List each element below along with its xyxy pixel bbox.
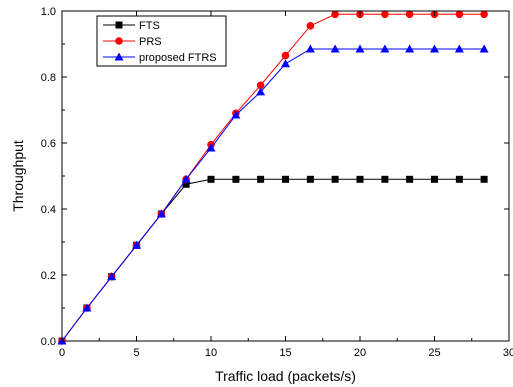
- series-0-point-10: [306, 175, 314, 183]
- x-tick-label-4: 20: [354, 347, 366, 359]
- legend-label-1: PRS: [139, 36, 162, 48]
- legend-marker-0: [115, 21, 123, 29]
- series-0-point-17: [480, 175, 488, 183]
- series-2-point-7: [231, 110, 241, 119]
- series-1-point-14: [405, 10, 414, 19]
- series-1-point-8: [256, 81, 265, 90]
- series-1-point-9: [281, 51, 290, 60]
- series-2-point-3: [132, 240, 141, 249]
- series-2: [57, 44, 489, 345]
- series-0-point-6: [207, 175, 215, 183]
- x-axis-label: Traffic load (packets/s): [215, 368, 356, 384]
- x-tick-label-3: 15: [279, 347, 291, 359]
- x-tick-label-2: 10: [205, 347, 217, 359]
- legend-label-2: proposed FTRS: [139, 52, 217, 64]
- series-1-point-13: [381, 10, 389, 19]
- series-2-point-4: [156, 209, 166, 218]
- series-0: [58, 175, 488, 345]
- series-0-point-11: [331, 175, 339, 183]
- x-tick-label-1: 5: [133, 347, 139, 359]
- series-1-point-10: [306, 22, 315, 30]
- series-2-point-8: [256, 87, 266, 96]
- series-1-point-16: [455, 10, 464, 19]
- series-2-point-1: [82, 303, 92, 312]
- series-2-point-5: [181, 174, 191, 183]
- series-2-point-12: [355, 44, 365, 53]
- series-0-point-15: [431, 175, 438, 183]
- series-2-point-13: [380, 44, 390, 53]
- series-2-point-10: [305, 44, 315, 53]
- series-1-point-17: [480, 10, 488, 19]
- y-axis-label: Throughput: [10, 140, 26, 212]
- series-1-point-11: [331, 10, 339, 19]
- series-2-point-17: [479, 44, 489, 53]
- series-0-point-8: [257, 175, 265, 183]
- x-tick-label-6: 30: [503, 347, 513, 359]
- series-0-point-16: [455, 175, 463, 183]
- x-tick-label-0: 0: [59, 347, 65, 359]
- y-tick-label-1: 0.2: [41, 270, 56, 282]
- series-2-point-14: [405, 44, 415, 53]
- series-0-point-7: [232, 175, 240, 183]
- y-tick-label-2: 0.4: [41, 204, 56, 216]
- legend-marker-2: [114, 52, 124, 61]
- y-tick-label-4: 0.8: [41, 72, 56, 84]
- series-0-point-9: [282, 175, 289, 183]
- series-line-2: [61, 48, 485, 342]
- x-tick-label-5: 25: [428, 347, 440, 359]
- series-0-point-5: [182, 180, 190, 188]
- series-2-point-6: [206, 143, 216, 152]
- series-0-point-14: [406, 175, 414, 183]
- series-2-point-11: [330, 44, 340, 53]
- series-layer: [57, 10, 489, 345]
- series-0-point-12: [356, 175, 364, 183]
- y-tick-label-0: 0.0: [41, 336, 56, 348]
- series-2-point-16: [454, 44, 464, 53]
- legend: FTS PRS proposed FTRS: [96, 15, 227, 67]
- series-2-point-15: [430, 44, 439, 53]
- y-tick-label-5: 1.0: [41, 6, 56, 18]
- series-0-point-13: [381, 175, 389, 183]
- series-2-point-9: [281, 59, 290, 68]
- legend-marker-1: [115, 37, 123, 45]
- series-2-point-2: [107, 272, 117, 281]
- y-tick-label-3: 0.6: [41, 138, 56, 150]
- legend-label-0: FTS: [139, 20, 160, 32]
- ticks-layer: 0 5 10 15 20 25 30 0.0 0.2 0.4 0.6 0.8 1.0: [41, 6, 513, 359]
